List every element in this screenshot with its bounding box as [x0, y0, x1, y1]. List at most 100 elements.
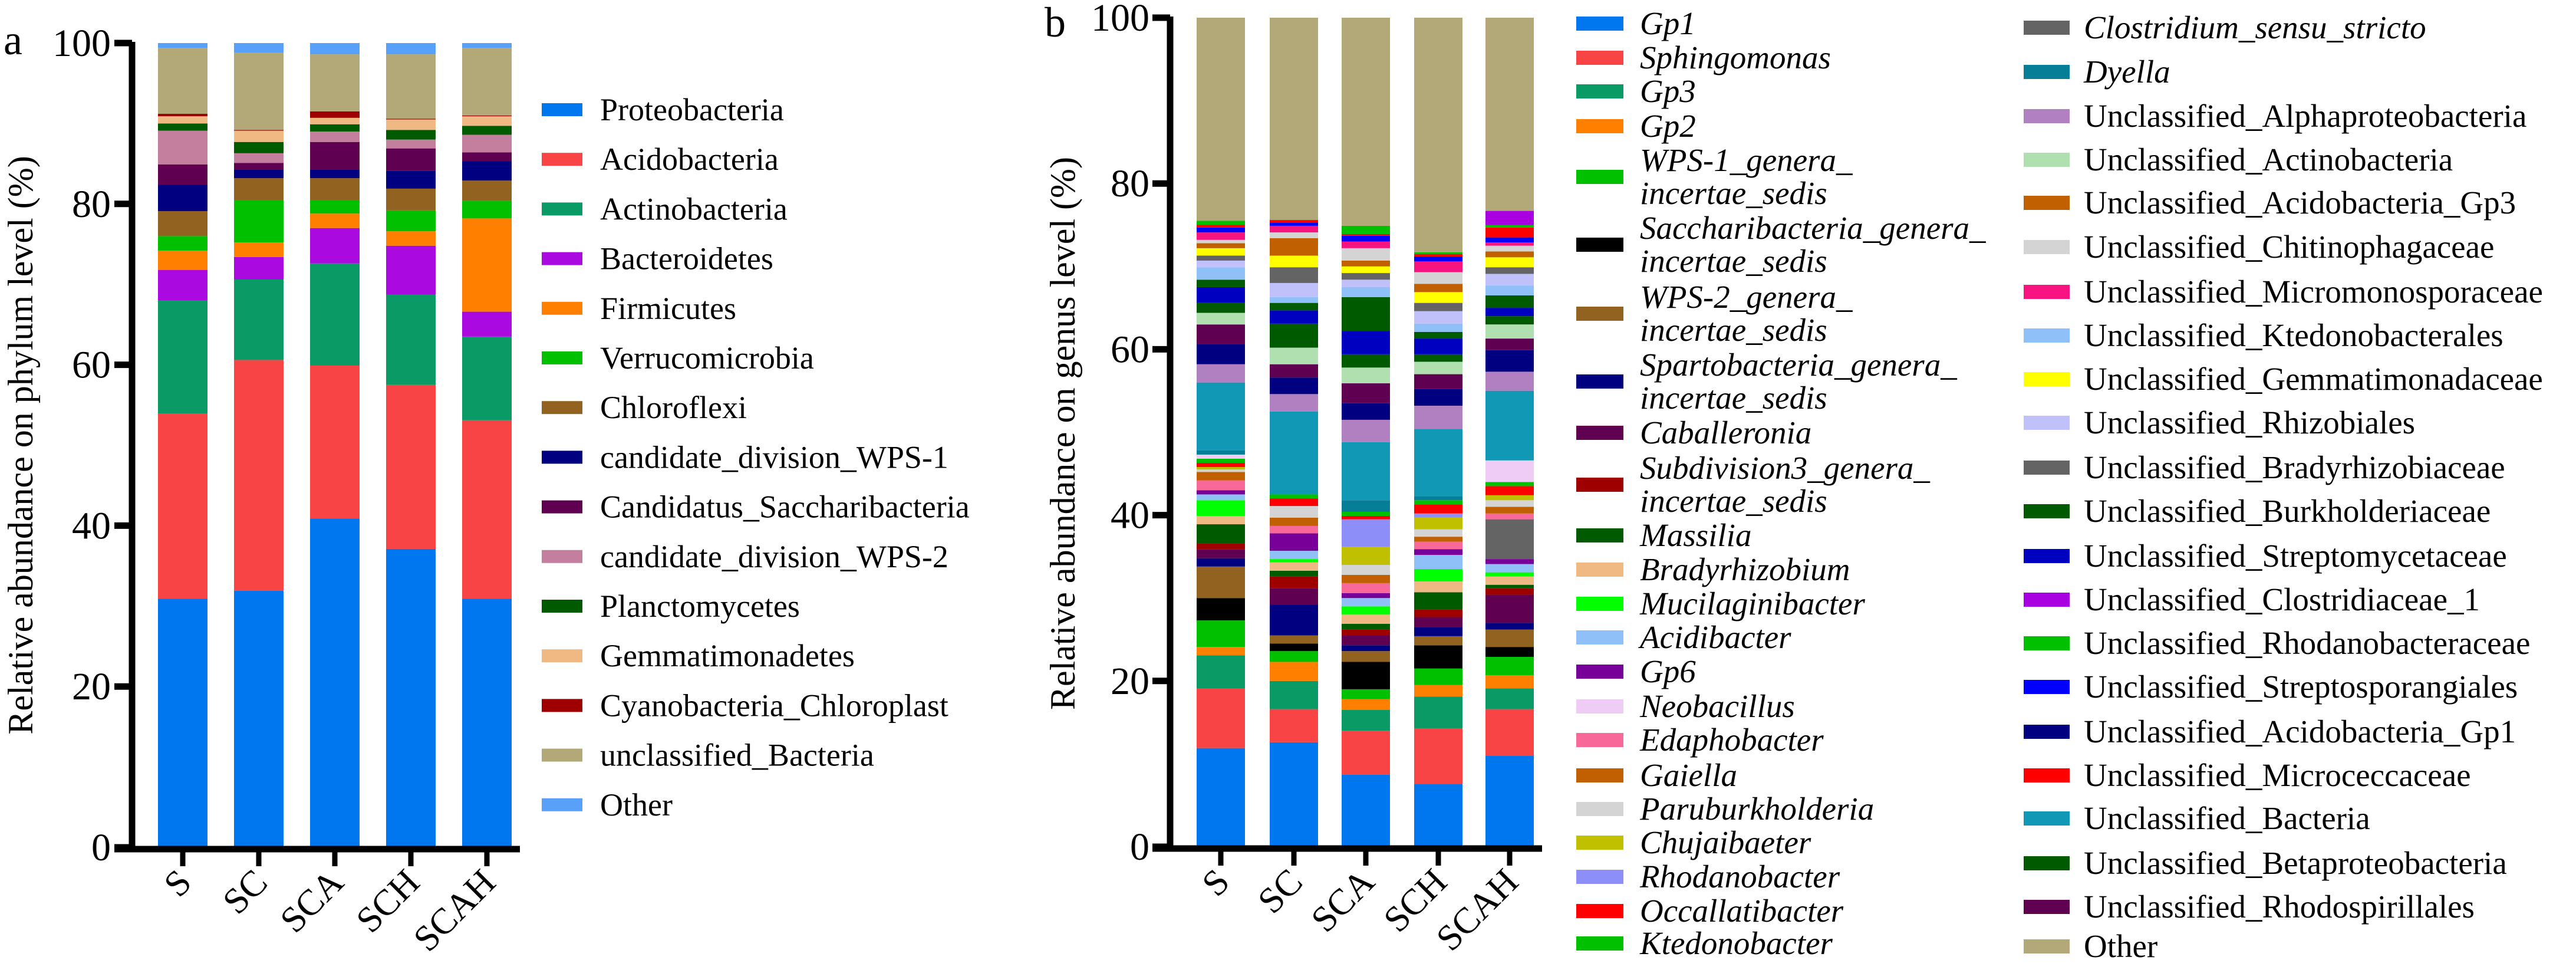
legend-item-unclassified-rhodanobacteraceae: Unclassified_Rhodanobacteraceae: [2024, 625, 2530, 661]
panel-a-label: a: [4, 17, 22, 64]
bar-segment-sch-gemmatimonadetes: [386, 119, 436, 130]
bar-segment-sca-unclassified-microceccaceae: [1342, 234, 1390, 236]
bar-segment-sc-bradyrhizobium: [1270, 562, 1318, 571]
bar-segment-scah-unclassified-rhizobiales: [1485, 274, 1534, 286]
x-tick-label-s: S: [1194, 862, 1237, 904]
legend-label: Unclassified_Ktedonobacterales: [2084, 317, 2503, 353]
legend-swatch: [1576, 699, 1623, 713]
panel-a-legend: Proteobacteria Acidobacteria Actinobacteri…: [542, 92, 970, 823]
bar-segment-sca-cyanobacteria-chloroplast: [310, 111, 360, 118]
bar-segment-scah-unclassified-gemmatimonadaceae: [1485, 257, 1534, 268]
bar-segment-sch-caballeronia: [1414, 617, 1462, 627]
legend-swatch: [542, 649, 582, 663]
bar-segment-sch-unclassified-acidobacteria-gp3: [1414, 284, 1462, 292]
legend-swatch: [542, 103, 582, 116]
bar-segment-sca-unclassified-rhodanobacteraceae: [1342, 225, 1390, 234]
legend-item-rhodanobacter: Rhodanobacter: [1576, 859, 1840, 895]
bar-segment-s-chloroflexi: [158, 211, 207, 236]
bar-segment-s-unclassified-acidobacteria-gp3: [1197, 243, 1245, 248]
bar-segment-scah-neobacillus: [1485, 460, 1534, 482]
bar-segment-scah-clostridium-sensu-stricto: [1485, 519, 1534, 560]
legend-item-sphingomonas: Sphingomonas: [1576, 40, 1831, 75]
legend-swatch: [542, 202, 582, 216]
bar-segment-sch-unclassified-rhodanobacteraceae: [1414, 252, 1462, 254]
bar-segment-scah-unclassified-alphaproteobacteria: [1485, 371, 1534, 391]
legend-swatch: [2024, 504, 2070, 518]
legend-label: Other: [600, 787, 673, 823]
legend-item-gaiella: Gaiella: [1576, 757, 1737, 793]
bar-segment-sca-unclassified-rhizobiales: [1342, 280, 1390, 287]
y-tick-label: 20: [72, 665, 111, 708]
legend-label: Bacteroidetes: [600, 241, 773, 277]
bar-segment-sc-unclassified-gemmatimonadaceae: [1270, 255, 1318, 268]
legend-label: Unclassified_Rhodospirillales: [2084, 889, 2475, 925]
legend-label: Unclassified_Rhodanobacteraceae: [2084, 625, 2530, 661]
bar-segment-sc-verrucomicrobia: [234, 199, 284, 243]
bar-segment-sc-gp3: [1270, 680, 1318, 709]
legend-item-unclassified-clostridiaceae-1: Unclassified_Clostridiaceae_1: [2024, 581, 2480, 617]
bar-segment-s-unclassified-rhodanobacteraceae: [1197, 221, 1245, 225]
bar-segment-s-unclassified-ktedonobacterales: [1197, 267, 1245, 280]
bar-segment-s-unclassified-rhodospirillales: [1197, 324, 1245, 344]
bar-segment-sch-dyella: [1414, 496, 1462, 501]
bar-segment-s-actinobacteria: [158, 300, 207, 414]
legend-label: Unclassified_Clostridiaceae_1: [2084, 581, 2480, 617]
bar-segment-sc-gaiella: [1270, 517, 1318, 526]
bar-segment-sca-unclassified-actinobacteria: [1342, 367, 1390, 384]
legend-label: candidate_division_WPS-1: [600, 439, 948, 475]
bar-segment-s-acidibacter: [1197, 494, 1245, 501]
bar-segment-s-candidate-division-wps-2: [158, 130, 207, 165]
legend-swatch: [2024, 939, 2070, 953]
legend-label: Unclassified_Streptomycetaceae: [2084, 538, 2507, 574]
legend-label: Edaphobacter: [1639, 722, 1824, 758]
x-tick-label-s: S: [156, 862, 199, 905]
legend-label: Gp3: [1640, 73, 1696, 109]
bar-segment-sca-unclassified-bacteria: [310, 54, 360, 111]
panel-a-bars: [158, 43, 512, 847]
bar-segment-sch-unclassified-burkholderiaceae: [1414, 331, 1462, 339]
bar-segment-s-unclassified-micromonosporaceae: [1197, 232, 1245, 240]
legend-item-candidate-division-wps-1: candidate_division_WPS-1: [542, 439, 948, 475]
bar-segment-scah-saccharibacteria-genera-incertae-sedis: [1485, 647, 1534, 657]
legend-swatch: [1576, 733, 1623, 747]
y-tick-label: 80: [1111, 162, 1149, 205]
y-tick-label: 0: [91, 826, 111, 869]
legend-label: Rhodanobacter: [1639, 859, 1840, 895]
bar-segment-sca-firmicutes: [310, 213, 360, 228]
bar-segment-sca-planctomycetes: [310, 124, 360, 132]
legend-swatch: [542, 451, 582, 464]
bar-segment-scah-verrucomicrobia: [462, 200, 512, 219]
bar-segment-s-massilia: [1197, 524, 1245, 544]
legend-label: Occallatibacter: [1640, 893, 1844, 929]
bar-segment-scah-unclassified-micromonosporaceae: [1485, 242, 1534, 246]
panel-b-y-axis-title: Relative abundance on genus level (%): [1043, 157, 1082, 710]
bar-segment-sca-rhodanobacter: [1342, 519, 1390, 547]
legend-swatch: [2024, 21, 2070, 35]
bar-segment-sca-unclassified-micromonosporaceae: [1342, 241, 1390, 248]
legend-item-unclassified-actinobacteria: Unclassified_Actinobacteria: [2024, 142, 2453, 177]
bar-segment-scah-gp2: [1485, 675, 1534, 689]
y-tick-label: 100: [1091, 0, 1149, 40]
bar-segment-sc-gp1: [1270, 742, 1318, 847]
bar-segment-sch-unclassified-actinobacteria: [1414, 361, 1462, 374]
bar-segment-sca-acidobacteria: [310, 365, 360, 519]
bar-segment-sc-firmicutes: [234, 242, 284, 257]
bar-segment-sca-wps-2-genera-incertae-sedis: [1342, 651, 1390, 662]
legend-label: Chloroflexi: [600, 390, 747, 425]
legend-item-actinobacteria: Actinobacteria: [542, 191, 788, 226]
bar-segment-sca-unclassified-streptosporangiales: [1342, 235, 1390, 242]
bar-segment-s-unclassified-streptosporangiales: [1197, 227, 1245, 233]
bar-segment-sch-candidatus-saccharibacteria: [386, 148, 436, 171]
legend-swatch: [542, 351, 582, 364]
bar-stack-sch: [1414, 18, 1462, 847]
bar-segment-sc-unclassified-streptomycetaceae: [1270, 310, 1318, 324]
bar-segment-scah-unclassified-bradyrhizobiaceae: [1485, 267, 1534, 274]
bar-segment-scah-unclassified-bacteria: [1485, 390, 1534, 461]
bar-segment-s-unclassified-betaproteobacteria: [1197, 302, 1245, 313]
legend-label: Gaiella: [1640, 757, 1737, 793]
bar-segment-scah-unclassified-acidobacteria-gp1: [1485, 350, 1534, 372]
bar-segment-sch-acidobacteria: [386, 384, 436, 549]
bar-segment-scah-other: [462, 43, 512, 48]
